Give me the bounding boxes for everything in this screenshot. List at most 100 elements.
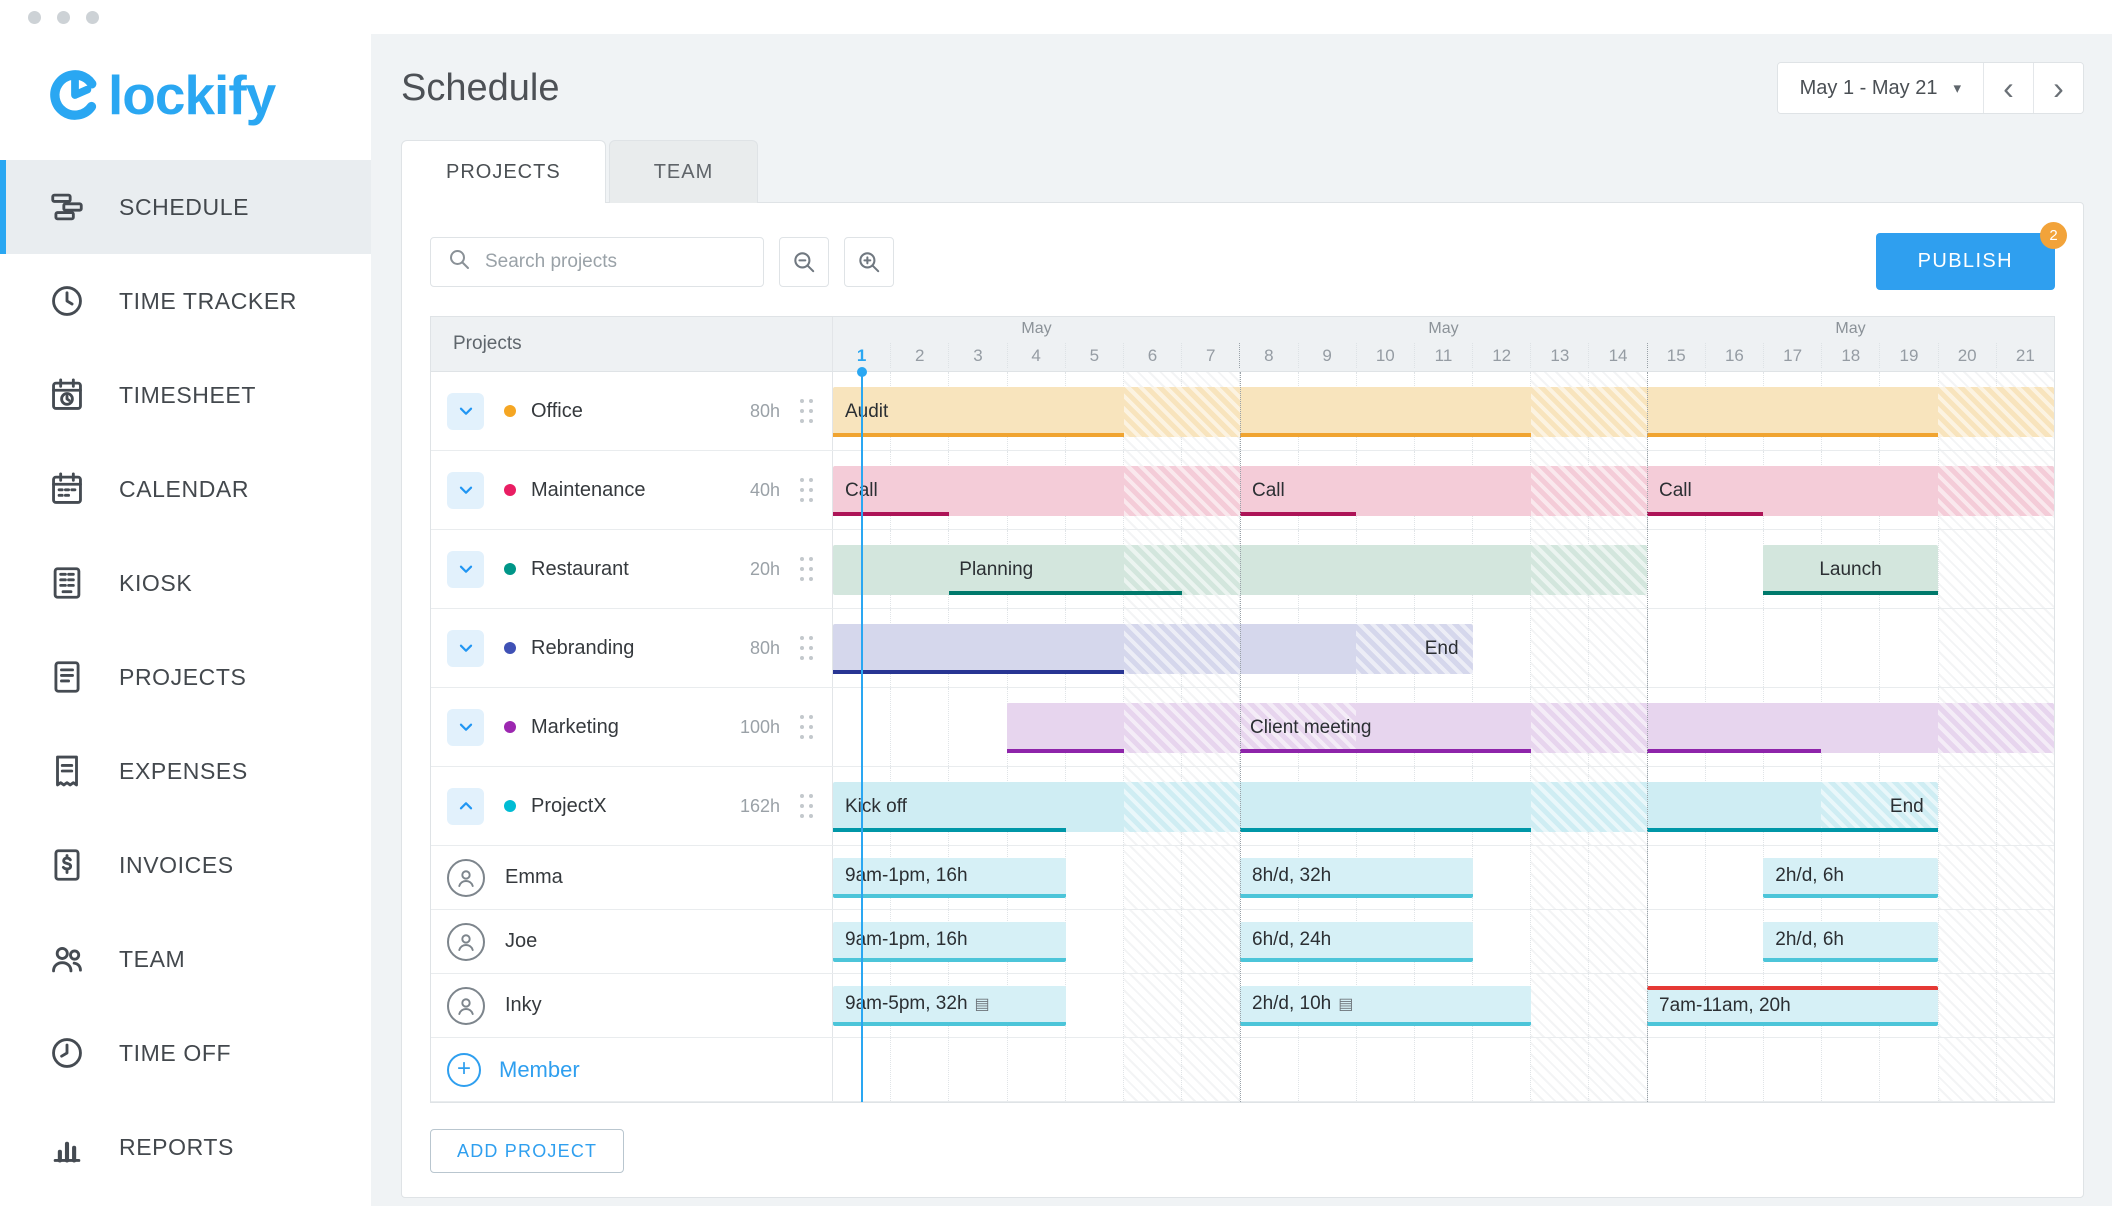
day-cell (1473, 974, 1532, 1037)
assignment-bar[interactable]: 8h/d, 32h (1240, 858, 1473, 898)
project-row-label: Maintenance 40h (431, 451, 833, 529)
day-cell (1996, 767, 2054, 845)
sidebar-item-projects[interactable]: PROJECTS (0, 630, 371, 724)
day-cell (1880, 846, 1939, 909)
drag-handle-icon[interactable] (800, 635, 814, 661)
day-cells (833, 846, 2054, 909)
member-row-label: Inky (431, 974, 833, 1037)
drag-handle-icon[interactable] (800, 793, 814, 819)
task-bar-kick-off[interactable]: Kick off End (833, 782, 1938, 832)
days-row: 1 2 3 4 5 6 7 8 9 10 11 12 13 14 15 16 17 18 19 20 21 (833, 343, 2054, 368)
add-project-button[interactable]: ADD PROJECT (430, 1129, 625, 1173)
day-cell (1996, 974, 2054, 1037)
publish-button[interactable]: PUBLISH (1875, 233, 2055, 290)
assignment-bar[interactable]: 9am-5pm, 32h ▤ (833, 986, 1066, 1026)
drag-handle-icon[interactable] (800, 398, 814, 424)
zoom-in-button[interactable] (844, 236, 894, 287)
day-header-18: 18 (1822, 343, 1881, 368)
assignment-bar[interactable]: 2h/d, 6h (1763, 922, 1938, 962)
row-grid: Call Call Call (833, 451, 2054, 529)
tab-projects[interactable]: PROJECTS (401, 140, 606, 203)
day-cell (1938, 846, 1997, 909)
expand-button[interactable] (447, 392, 484, 430)
day-cell (1182, 974, 1241, 1037)
expand-button[interactable] (447, 629, 484, 667)
task-bar-call[interactable]: Call (833, 466, 1240, 516)
date-range-label: May 1 - May 21 (1799, 76, 1938, 99)
window-maximize-button[interactable] (86, 10, 99, 24)
expand-button[interactable] (447, 471, 484, 509)
window-minimize-button[interactable] (57, 10, 70, 24)
window-close-button[interactable] (28, 10, 41, 24)
month-label: May (1021, 320, 1052, 337)
project-hours: 80h (749, 400, 780, 421)
zoom-out-button[interactable] (779, 236, 829, 287)
project-color-dot (504, 563, 516, 575)
day-cell (1589, 910, 1648, 973)
task-bar-client-meeting[interactable]: Client meeting (1007, 703, 2054, 753)
row-grid: 9am-1pm, 16h 8h/d, 32h 2h/d, 6h (833, 846, 2054, 909)
sidebar-item-expenses[interactable]: EXPENSES (0, 724, 371, 818)
task-bar-call[interactable]: Call (1647, 466, 2054, 516)
add-member-button[interactable]: + Member (447, 1052, 580, 1087)
task-bar-launch[interactable]: Launch (1763, 545, 1938, 595)
day-cell (1589, 974, 1648, 1037)
assignment-bar[interactable]: 2h/d, 10h ▤ (1240, 986, 1531, 1026)
task-bar-audit[interactable]: Audit (833, 387, 2054, 437)
assignment-bar[interactable]: 9am-1pm, 16h (833, 922, 1066, 962)
member-name: Joe (505, 930, 538, 952)
day-header-16: 16 (1706, 343, 1764, 368)
row-grid: 9am-5pm, 32h ▤ 2h/d, 10h ▤ 7am-11am, 20h (833, 974, 2054, 1037)
assignment-bar[interactable]: 6h/d, 24h (1240, 922, 1473, 962)
day-cell (1123, 974, 1183, 1037)
tab-team[interactable]: TEAM (608, 140, 759, 203)
date-range-button[interactable]: May 1 - May 21 ▾ (1777, 63, 1983, 113)
day-cell (1299, 1038, 1357, 1101)
day-cell (1531, 609, 1590, 687)
assignment-bar[interactable]: 2h/d, 6h (1763, 858, 1938, 898)
row-grid: Planning Launch (833, 530, 2054, 608)
day-cell (1706, 609, 1764, 687)
sidebar-item-label: REPORTS (119, 1133, 234, 1160)
calendar-icon (47, 469, 87, 509)
hatch-pattern (1530, 387, 1647, 437)
project-row-office: Office 80h Audit (431, 372, 2054, 451)
bar-underline (1647, 512, 1764, 516)
sidebar-item-time-tracker[interactable]: TIME TRACKER (0, 254, 371, 348)
collapse-button[interactable] (447, 787, 484, 825)
drag-handle-icon[interactable] (800, 477, 814, 503)
clockify-logo[interactable]: lockify (0, 34, 371, 160)
day-cell (833, 688, 892, 766)
day-cell (1066, 910, 1124, 973)
expand-button[interactable] (447, 550, 484, 588)
sidebar-item-team[interactable]: TEAM (0, 912, 371, 1006)
expand-button[interactable] (447, 708, 484, 746)
assignment-bar[interactable]: 7am-11am, 20h (1647, 986, 1938, 1026)
row-grid: Kick off End (833, 767, 2054, 845)
drag-handle-icon[interactable] (800, 556, 814, 582)
sidebar-item-reports[interactable]: REPORTS (0, 1100, 371, 1194)
project-hours: 20h (749, 558, 780, 579)
task-bar-call[interactable]: Call (1240, 466, 1647, 516)
sidebar-item-kiosk[interactable]: KIOSK (0, 536, 371, 630)
sidebar-item-invoices[interactable]: INVOICES (0, 818, 371, 912)
day-cell (891, 1038, 950, 1101)
day-cell (1648, 910, 1706, 973)
day-cell (1938, 530, 1997, 608)
drag-handle-icon[interactable] (800, 714, 814, 740)
sidebar-item-schedule[interactable]: SCHEDULE (0, 160, 371, 254)
search-input[interactable] (483, 249, 747, 274)
task-bar-end[interactable]: End (833, 624, 1473, 674)
day-header-19: 19 (1880, 343, 1939, 368)
assignment-bar[interactable]: 9am-1pm, 16h (833, 858, 1066, 898)
next-period-button[interactable]: › (2033, 63, 2083, 113)
prev-period-button[interactable]: ‹ (1983, 63, 2033, 113)
sidebar-item-time-off[interactable]: TIME OFF (0, 1006, 371, 1100)
sidebar-item-calendar[interactable]: CALENDAR (0, 442, 371, 536)
person-avatar (447, 858, 485, 897)
bar-label: 2h/d, 6h (1775, 865, 1844, 886)
day-cell (1880, 530, 1939, 608)
sidebar-item-timesheet[interactable]: TIMESHEET (0, 348, 371, 442)
sidebar-item-label: EXPENSES (119, 757, 248, 784)
